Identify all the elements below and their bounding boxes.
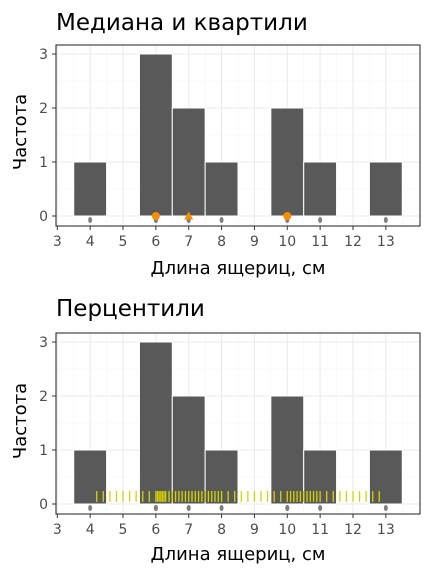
y-tick-label: 1 (39, 155, 48, 171)
x-tick-label: 5 (119, 234, 128, 250)
x-tick-label: 10 (278, 522, 296, 538)
y-tick-label: 3 (39, 335, 48, 351)
histogram-bar (270, 107, 305, 217)
rug-point (318, 217, 323, 223)
x-tick-label: 12 (344, 522, 362, 538)
x-tick-label: 13 (377, 522, 395, 538)
median-marker (184, 211, 194, 220)
histogram-bar (73, 161, 108, 217)
rug-point (318, 505, 323, 511)
histogram-bar (138, 341, 173, 505)
y-axis-title: Частота (10, 383, 31, 459)
x-tick-label: 9 (250, 522, 259, 538)
x-tick-label: 11 (311, 522, 329, 538)
y-axis-title: Частота (10, 94, 31, 170)
percentile-marks (96, 491, 380, 502)
chart-title: Перцентили (56, 296, 205, 322)
rug-point (88, 505, 93, 511)
quartile-markers (151, 211, 292, 220)
rug-point (219, 217, 224, 223)
rug-point (383, 505, 388, 511)
histogram-bar (73, 449, 108, 505)
histogram-bar (171, 395, 206, 505)
x-tick-label: 7 (184, 234, 193, 250)
histogram-bar (204, 161, 239, 217)
rug-point (186, 505, 191, 511)
x-tick-label: 13 (377, 234, 395, 250)
y-tick-label: 0 (39, 497, 48, 513)
histogram-bars (73, 53, 403, 217)
x-tick-label: 8 (217, 522, 226, 538)
x-axis-title: Длина ящериц, см (151, 258, 326, 279)
panel-border (55, 44, 421, 227)
rug-point (285, 505, 290, 511)
rug-point (153, 505, 158, 511)
histogram-bar (368, 449, 403, 505)
x-tick-label: 7 (184, 522, 193, 538)
x-tick-label: 6 (151, 522, 160, 538)
rug-points (88, 505, 388, 511)
histogram-bar (303, 161, 338, 217)
y-tick-label: 2 (39, 389, 48, 405)
quartile-marker (151, 212, 160, 220)
chart-title: Медиана и квартили (56, 10, 308, 36)
panel-border (55, 332, 421, 515)
quartile-marker (283, 212, 292, 220)
x-tick-label: 5 (119, 522, 128, 538)
rug-point (383, 217, 388, 223)
y-tick-label: 0 (39, 209, 48, 225)
histogram-bar (270, 395, 305, 505)
chart-median-quartiles: Медиана и квартили Частота Длина ящериц,… (10, 10, 421, 279)
x-tick-label: 11 (311, 234, 329, 250)
rug-point (219, 505, 224, 511)
histogram-bar (138, 53, 173, 217)
rug-point (88, 217, 93, 223)
x-tick-label: 6 (151, 234, 160, 250)
x-tick-label: 8 (217, 234, 226, 250)
y-tick-label: 1 (39, 443, 48, 459)
chart-percentiles: Перцентили Частота Длина ящериц, см 3 4 5 6… (10, 296, 421, 565)
histogram-bar (171, 107, 206, 217)
x-tick-label: 10 (278, 234, 296, 250)
x-tick-label: 3 (53, 522, 62, 538)
x-tick-label: 3 (53, 234, 62, 250)
x-tick-label: 4 (86, 234, 95, 250)
x-tick-label: 12 (344, 234, 362, 250)
x-tick-label: 4 (86, 522, 95, 538)
y-tick-label: 2 (39, 101, 48, 117)
x-tick-label: 9 (250, 234, 259, 250)
histogram-bars (73, 341, 403, 505)
x-axis-title: Длина ящериц, см (151, 544, 326, 565)
histogram-bar (368, 161, 403, 217)
y-tick-label: 3 (39, 47, 48, 63)
